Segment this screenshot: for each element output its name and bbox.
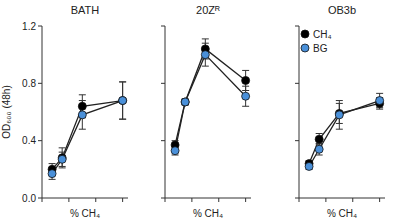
x-axis-label: % CH₄ — [193, 208, 223, 219]
legend: CH₄ BG — [301, 29, 332, 54]
x-tick — [122, 198, 123, 202]
error-bar — [119, 82, 126, 119]
x-tick — [95, 198, 96, 202]
point — [305, 162, 313, 170]
y-tick — [38, 83, 42, 84]
error-bar — [336, 101, 343, 130]
series-line — [175, 55, 246, 151]
series-line — [52, 101, 123, 174]
point — [181, 98, 189, 106]
panel-title: OB3b — [328, 4, 356, 16]
legend-label: BG — [313, 43, 328, 54]
point — [242, 92, 250, 100]
data-layer — [171, 39, 250, 155]
panel: OB3b % CH₄ CH₄ BG — [295, 4, 385, 219]
y-tick — [38, 26, 42, 27]
x-tick — [245, 198, 246, 202]
series-line — [52, 101, 123, 170]
error-bar — [59, 152, 66, 166]
panel-title: BATH — [71, 4, 100, 16]
point — [181, 98, 189, 106]
x-tick — [325, 198, 326, 202]
panel: BATH 0.0 0.4 0.8 1.2 % CH₄ OD₆₀₀ (48h) — [1, 4, 128, 219]
y-axis — [42, 26, 43, 198]
legend-label: CH₄ — [313, 29, 332, 40]
point — [119, 97, 127, 105]
error-bar — [172, 146, 179, 155]
error-bar — [79, 101, 86, 130]
x-axis — [165, 198, 251, 199]
figure: BATH 0.0 0.4 0.8 1.2 % CH₄ OD₆₀₀ (48h) 20Zᴿ % CH… — [0, 0, 400, 223]
error-bar — [242, 86, 249, 106]
error-bar — [316, 144, 323, 155]
y-tick-label: 1.2 — [22, 21, 36, 32]
point — [201, 51, 209, 59]
panel: 20Zᴿ % CH₄ — [161, 4, 251, 219]
legend-marker — [301, 44, 309, 52]
x-tick — [218, 198, 219, 202]
x-tick — [42, 198, 43, 202]
point — [335, 111, 343, 119]
x-tick — [191, 198, 192, 202]
point — [48, 170, 56, 178]
y-tick-label: 0.8 — [22, 78, 36, 89]
y-axis — [299, 26, 300, 198]
y-tick — [161, 198, 165, 199]
y-tick — [161, 83, 165, 84]
point — [78, 102, 86, 110]
x-axis-label: % CH₄ — [327, 208, 357, 219]
x-tick — [379, 198, 380, 202]
y-tick — [295, 140, 299, 141]
y-axis — [165, 26, 166, 198]
y-tick — [161, 26, 165, 27]
point — [171, 147, 179, 155]
point — [376, 97, 384, 105]
error-bar — [202, 43, 209, 66]
x-tick — [352, 198, 353, 202]
error-bar — [59, 148, 66, 168]
point — [119, 97, 127, 105]
y-tick-label: 0.0 — [22, 193, 36, 204]
data-layer — [48, 82, 127, 179]
y-tick-label: 0.4 — [22, 135, 36, 146]
panel-title: 20Zᴿ — [196, 4, 220, 16]
y-axis-label: OD₆₀₀ (48h) — [1, 85, 12, 138]
y-tick — [295, 26, 299, 27]
error-bar — [202, 39, 209, 59]
y-tick — [161, 140, 165, 141]
legend-marker — [301, 30, 309, 38]
point — [58, 155, 66, 163]
data-layer — [305, 93, 384, 170]
point — [315, 145, 323, 153]
x-tick — [165, 198, 166, 202]
series-line — [309, 101, 380, 167]
y-tick — [38, 140, 42, 141]
y-tick — [295, 83, 299, 84]
y-tick — [38, 198, 42, 199]
point — [242, 76, 250, 84]
x-axis — [42, 198, 128, 199]
error-bar — [376, 93, 383, 107]
y-tick — [295, 198, 299, 199]
x-axis — [299, 198, 385, 199]
error-bar — [119, 82, 126, 119]
x-tick — [68, 198, 69, 202]
x-tick — [299, 198, 300, 202]
series-line — [175, 49, 246, 145]
x-axis-label: % CH₄ — [70, 208, 100, 219]
point — [315, 135, 323, 143]
point — [78, 111, 86, 119]
